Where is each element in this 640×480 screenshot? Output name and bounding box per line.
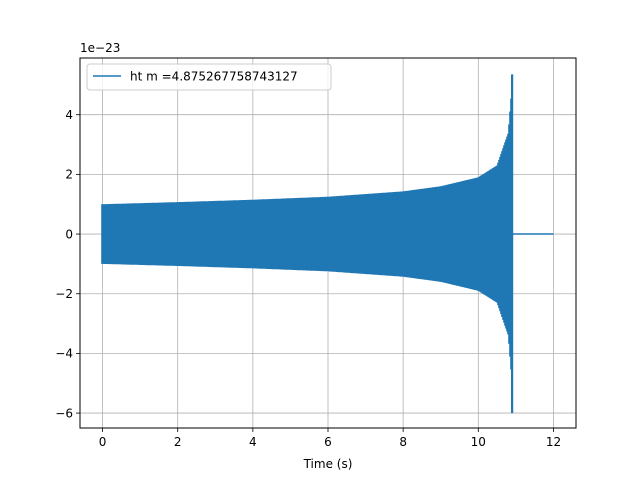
y-axis-ticks: −6 −4 −2 0 2 4	[55, 108, 80, 420]
legend: ht m =4.875267758743127	[86, 63, 332, 91]
x-tick-label: 0	[99, 435, 107, 449]
y-axis-offset-label: 1e−23	[80, 41, 120, 55]
y-tick-label: −2	[55, 287, 73, 301]
y-tick-label: 0	[65, 227, 73, 241]
x-axis-label: Time (s)	[303, 457, 353, 471]
x-tick-label: 6	[324, 435, 332, 449]
x-tick-label: 10	[471, 435, 486, 449]
y-tick-label: 2	[65, 168, 73, 182]
y-tick-label: 4	[65, 108, 73, 122]
x-tick-label: 12	[546, 435, 561, 449]
x-tick-label: 4	[249, 435, 257, 449]
x-tick-label: 2	[174, 435, 182, 449]
x-axis-ticks: 0 2 4 6 8 10 12	[99, 428, 561, 449]
y-tick-label: −4	[55, 347, 73, 361]
y-tick-label: −6	[55, 406, 73, 420]
series-ht	[101, 74, 554, 414]
legend-box	[86, 63, 332, 91]
legend-label: ht m =4.875267758743127	[130, 70, 298, 84]
x-tick-label: 8	[399, 435, 407, 449]
